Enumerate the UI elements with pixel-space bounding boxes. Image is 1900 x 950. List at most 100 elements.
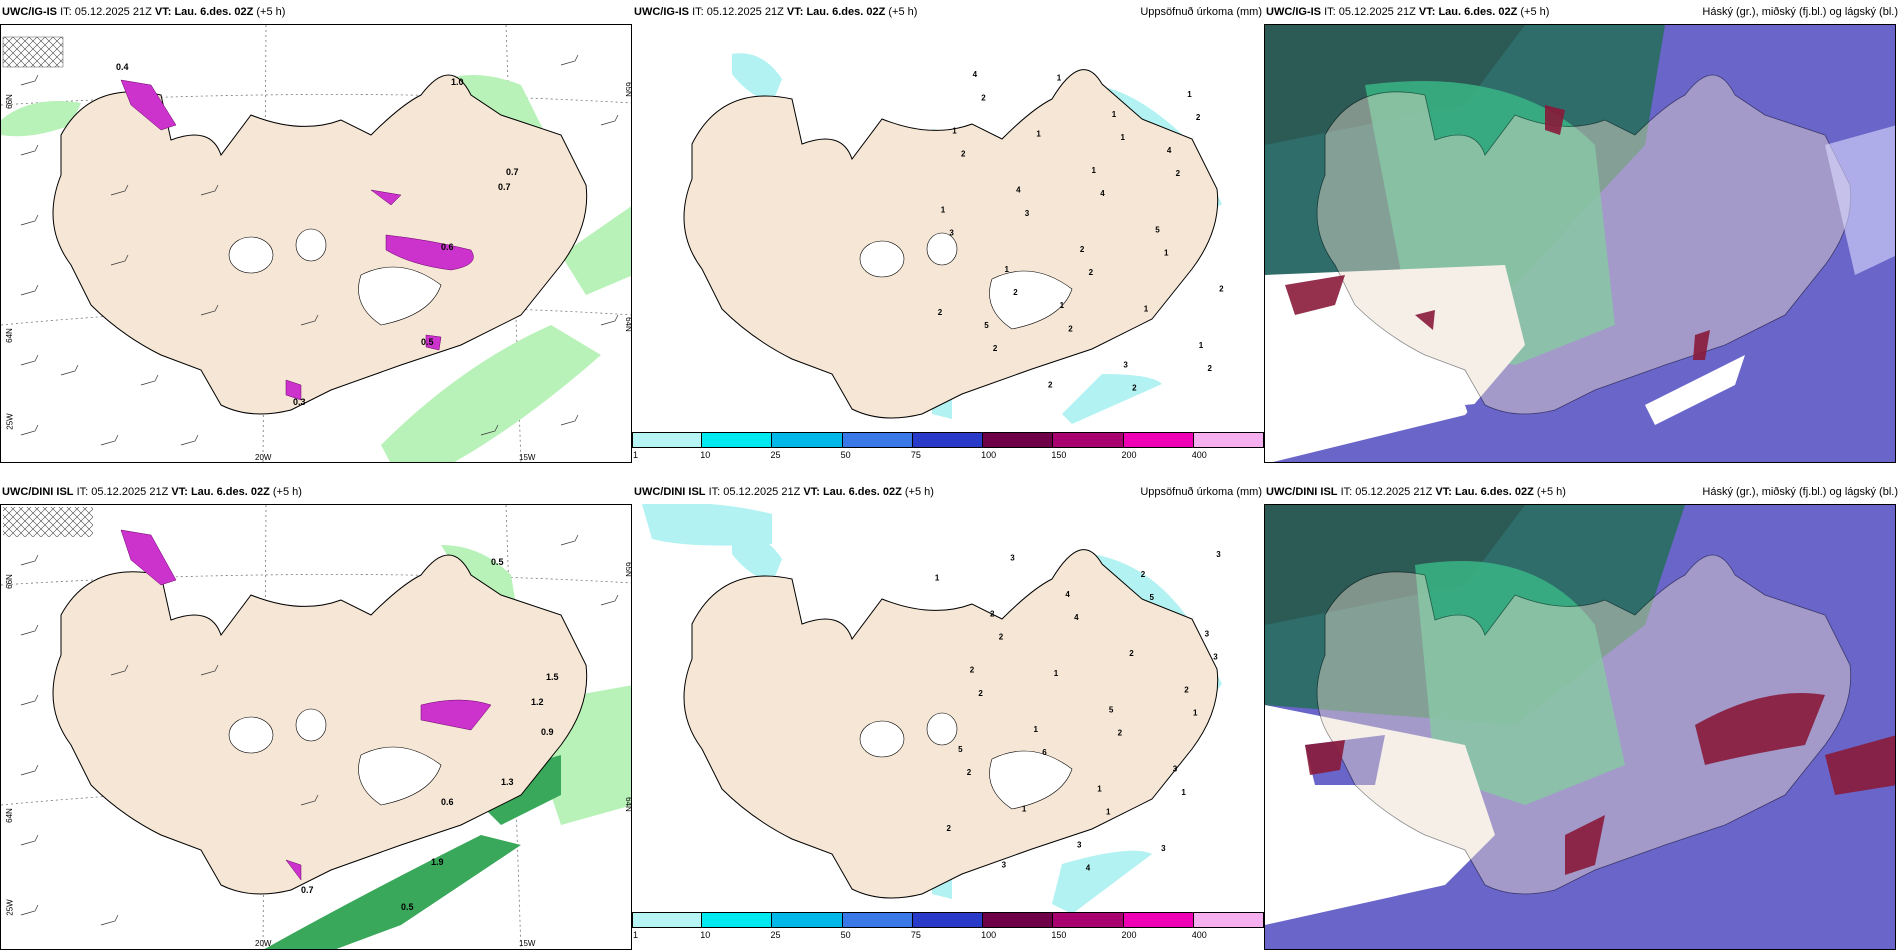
precip-value-label: 1 xyxy=(1036,130,1041,139)
lon-label: 20W xyxy=(255,939,272,948)
lead-time: (+5 h) xyxy=(1520,6,1550,18)
precip-value-label: 2 xyxy=(1132,384,1137,393)
wind-speed-label: 0.5 xyxy=(401,902,414,912)
wind-speed-label: 1.9 xyxy=(431,857,444,867)
precip-value-label: 5 xyxy=(1109,705,1114,714)
precip-value-label: 2 xyxy=(947,824,952,833)
colorbar-tick: 25 xyxy=(770,450,781,460)
lon-label: 15W xyxy=(519,453,536,462)
valid-time: Lau. 6.des. 02Z xyxy=(1454,486,1534,498)
iceland-landmass xyxy=(1316,554,1852,895)
it-label: IT: xyxy=(692,6,704,18)
colorbar-swatch xyxy=(1123,912,1194,928)
lat-label: 66N xyxy=(4,574,14,589)
precip-value-label: 2 xyxy=(1208,364,1213,373)
colorbar-tick: 25 xyxy=(770,930,781,940)
wind-speed-label: 1.3 xyxy=(501,777,514,787)
precip-value-label: 4 xyxy=(1167,146,1172,155)
colorbar-swatch xyxy=(842,432,913,448)
init-time: 05.12.2025 21Z xyxy=(91,486,169,498)
lat-label: 64N xyxy=(623,797,632,812)
colorbar-tick: 50 xyxy=(840,930,851,940)
colorbar-tick: 100 xyxy=(981,930,997,940)
wind-speed-label: 1.0 xyxy=(451,77,464,87)
colorbar-swatch xyxy=(1053,432,1124,448)
wind-speed-label: 0.5 xyxy=(421,337,434,347)
precip-map-svg: 2 3 2 3 5 3 1 2 5 4 3 2 1 3 1 2 2 1 3 2 4 1 3 2 1 6 5 2 4 1 2 1 3 xyxy=(642,504,1222,914)
panel-title: Uppsöfnuð úrkoma (mm) xyxy=(1140,486,1262,498)
precip-colorbar: 1 10 25 50 75 100 150 200 400 xyxy=(632,432,1264,462)
precip-value-label: 1 xyxy=(1106,808,1111,817)
precip-map[interactable]: 1 1 4 5 1 1 4 3 1 2 5 4 2 1 1 1 2 1 1 2 2 2 2 4 2 3 2 3 1 1 2 2 2 2 1 2 xyxy=(632,24,1264,432)
it-label: IT: xyxy=(1340,486,1353,498)
wind-speed-label: 0.7 xyxy=(506,167,519,177)
wind-speed-label: 0.3 xyxy=(293,397,306,407)
colorbar-tick: 100 xyxy=(981,450,997,460)
init-time: 05.12.2025 21Z xyxy=(1355,486,1433,498)
init-time: 05.12.2025 21Z xyxy=(1338,6,1416,18)
wind-map[interactable]: 0.7 1.0 0.7 0.5 0.3 0.4 0.6 20W 15W 66N … xyxy=(0,24,632,463)
init-time: 05.12.2025 21Z xyxy=(723,486,801,498)
precip-value-label: 1 xyxy=(935,573,940,582)
colorbar-swatch xyxy=(983,912,1054,928)
panel-header: UWC/IG-IS IT: 05.12.2025 21Z VT: Lau. 6.… xyxy=(0,0,632,24)
precip-value-label: 3 xyxy=(1025,209,1030,218)
valid-time: Lau. 6.des. 02Z xyxy=(822,486,902,498)
lon-label: 15W xyxy=(519,939,536,948)
precip-value-label: 1 xyxy=(1097,785,1102,794)
precip-map[interactable]: 2 3 2 3 5 3 1 2 5 4 3 2 1 3 1 2 2 1 3 2 4 1 3 2 1 6 5 2 4 1 2 1 3 xyxy=(632,504,1264,918)
precip-value-label: 3 xyxy=(1213,653,1218,662)
precip-colorbar: 1 10 25 50 75 100 150 200 400 xyxy=(632,912,1264,942)
panel-dini-precip: UWC/DINI ISL IT: 05.12.2025 21Z VT: Lau.… xyxy=(632,480,1264,950)
precip-value-label: 4 xyxy=(973,70,978,79)
model-name: UWC/IG-IS xyxy=(2,6,57,18)
lead-time: (+5 h) xyxy=(904,486,934,498)
lead-time: (+5 h) xyxy=(272,486,302,498)
colorbar-swatch xyxy=(1193,432,1264,448)
it-label: IT: xyxy=(76,486,89,498)
panel-dini-clouds: UWC/DINI ISL IT: 05.12.2025 21Z VT: Lau.… xyxy=(1264,480,1900,950)
precip-value-label: 4 xyxy=(1086,864,1091,873)
colorbar-swatch xyxy=(983,432,1054,448)
lead-time: (+5 h) xyxy=(256,6,286,18)
precip-value-label: 2 xyxy=(1089,268,1094,277)
panel-header: UWC/DINI ISL IT: 05.12.2025 21Z VT: Lau.… xyxy=(0,480,632,504)
precip-value-label: 2 xyxy=(981,93,986,102)
model-name: UWC/DINI ISL xyxy=(1266,486,1338,498)
wind-speed-label: 0.6 xyxy=(441,797,454,807)
valid-time: Lau. 6.des. 02Z xyxy=(806,6,886,18)
precip-value-label: 6 xyxy=(1042,748,1047,757)
precip-map-svg: 1 1 4 5 1 1 4 3 1 2 5 4 2 1 1 1 2 1 1 2 2 2 2 4 2 3 2 3 1 1 2 2 2 2 1 2 xyxy=(683,53,1224,424)
colorbar-swatch xyxy=(772,432,843,448)
precip-value-label: 1 xyxy=(1054,669,1059,678)
colorbar-swatch xyxy=(632,432,703,448)
panel-title: Uppsöfnuð úrkoma (mm) xyxy=(1140,6,1262,18)
precip-value-label: 1 xyxy=(1112,110,1117,119)
precip-value-label: 4 xyxy=(1074,613,1079,622)
colorbar-swatch xyxy=(842,912,913,928)
colorbar-tick: 75 xyxy=(910,450,921,460)
precip-value-label: 2 xyxy=(967,768,972,777)
precip-value-label: 2 xyxy=(978,689,983,698)
precip-value-label: 3 xyxy=(1123,361,1128,370)
colorbar-swatch xyxy=(1053,912,1124,928)
colorbar-swatch xyxy=(772,912,843,928)
init-time: 05.12.2025 21Z xyxy=(74,6,152,18)
wind-map[interactable]: 0.5 1.5 0.9 1.2 1.3 0.7 1.9 0.5 0.6 20W … xyxy=(0,504,632,950)
colorbar-tick: 50 xyxy=(840,450,851,460)
cloud-map[interactable] xyxy=(1264,24,1896,463)
lat-label: 64N xyxy=(4,808,14,823)
wind-speed-label: 0.9 xyxy=(541,727,554,737)
precip-value-label: 2 xyxy=(961,149,966,158)
panel-header: UWC/IG-IS IT: 05.12.2025 21Z VT: Lau. 6.… xyxy=(1264,0,1900,24)
lon-label: 25W xyxy=(5,899,15,916)
lat-label: 65N xyxy=(623,82,632,97)
panel-header: UWC/DINI ISL IT: 05.12.2025 21Z VT: Lau.… xyxy=(1264,480,1900,504)
cloud-map[interactable] xyxy=(1264,504,1896,950)
vt-label: VT: xyxy=(154,6,172,18)
wind-speed-label: 1.2 xyxy=(531,697,544,707)
vt-label: VT: xyxy=(1435,486,1452,498)
precip-value-label: 2 xyxy=(1013,288,1018,297)
wind-speed-label: 0.4 xyxy=(116,62,129,72)
wind-speed-label: 1.5 xyxy=(546,672,559,682)
